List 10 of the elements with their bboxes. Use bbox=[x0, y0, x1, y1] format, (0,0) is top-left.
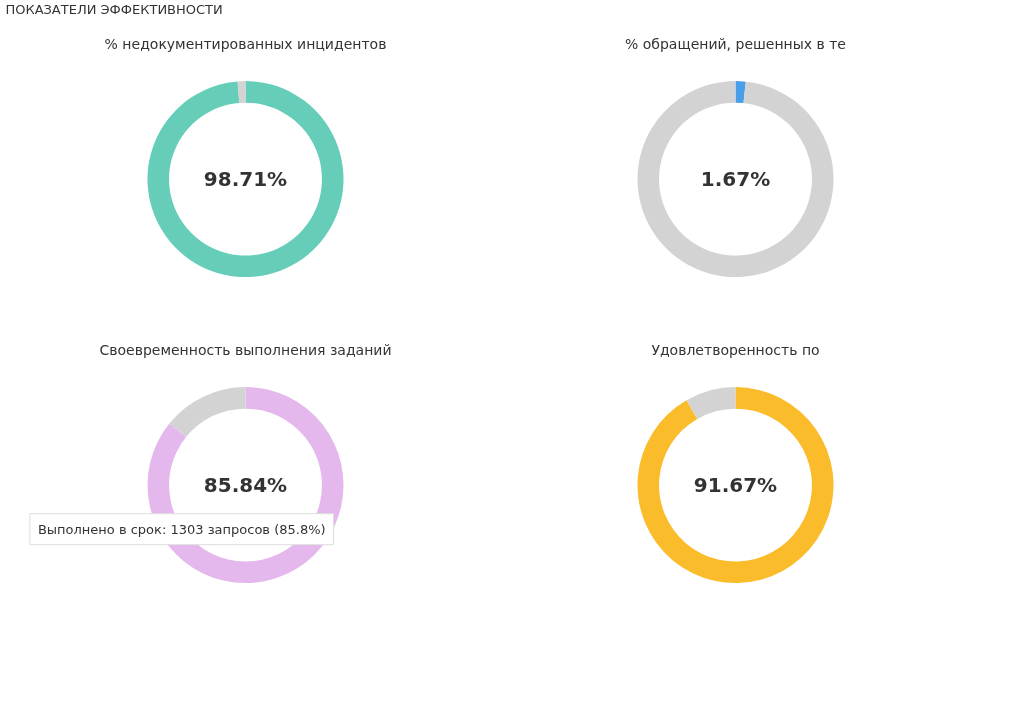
text: ПОКАЗАТЕЛИ ЭФФЕКТИВНОСТИ bbox=[5, 2, 223, 18]
text: 98.71% bbox=[203, 167, 288, 192]
text: Выполнено в срок: 1303 запросов (85.8%) bbox=[37, 521, 326, 537]
chart-title: % обращений, решенных в те bbox=[625, 35, 846, 52]
text: 1.67% bbox=[700, 167, 771, 192]
text: 91.67% bbox=[693, 473, 778, 498]
chart-title: % недокументированных инцидентов bbox=[104, 35, 387, 52]
chart-title: Удовлетворенность по bbox=[651, 341, 820, 358]
chart-title: Своевременность выполнения заданий bbox=[99, 341, 392, 358]
text: 85.84% bbox=[203, 473, 288, 498]
